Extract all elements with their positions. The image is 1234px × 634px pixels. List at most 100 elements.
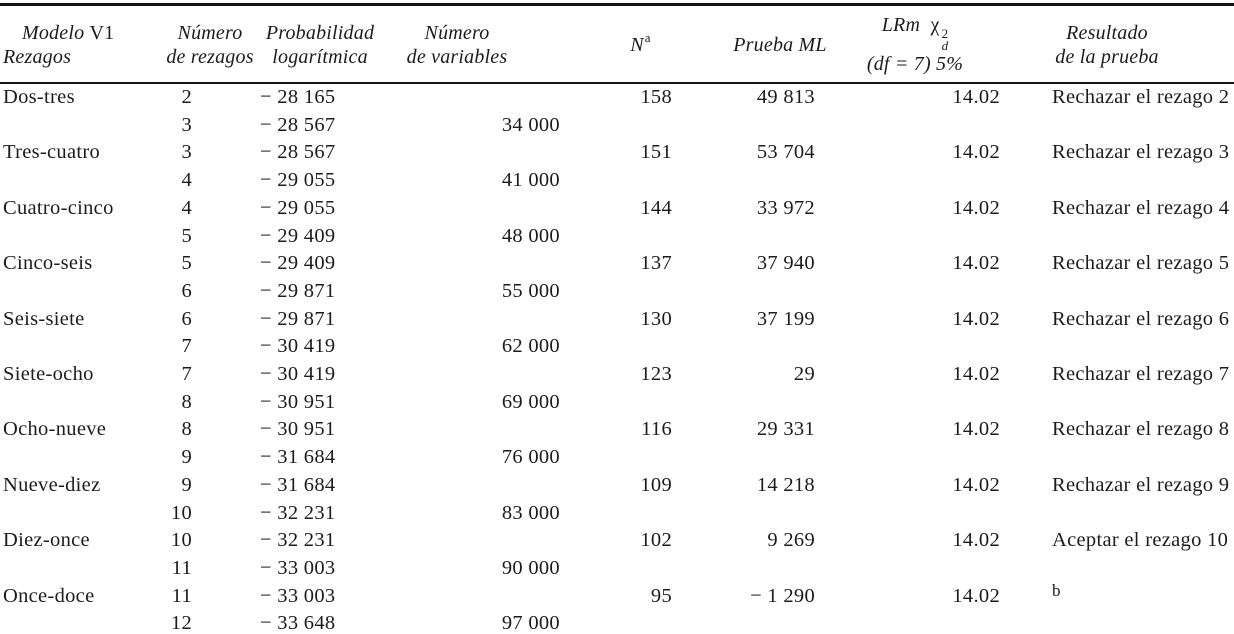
cell-lrm xyxy=(860,223,1010,251)
cell-n: 144 xyxy=(640,196,672,219)
table-row: 10 − 32 231 83 000 xyxy=(0,500,1234,528)
cell-result xyxy=(1010,112,1234,140)
cell-lrm xyxy=(860,389,1010,417)
footnote-marker-b: b xyxy=(1052,580,1061,600)
cell-vars: 41 000 xyxy=(501,169,560,192)
header-rezagos: Rezagos xyxy=(3,45,72,68)
cell-result: Rechazar el rezago 9 xyxy=(1052,473,1230,496)
cell-ml: − 1 290 xyxy=(750,584,815,607)
cell-lrm: 14.02 xyxy=(952,252,1000,275)
cell-model: Once-doce xyxy=(3,584,95,607)
cell-lag: 6 xyxy=(181,279,192,302)
table-body: Dos-tres 2 − 28 165 158 49 813 14.02 Rechazar … xyxy=(0,83,1234,634)
cell-model xyxy=(0,167,160,195)
footnote-ref-a: a xyxy=(644,29,651,45)
cell-result: Rechazar el rezago 3 xyxy=(1052,141,1230,164)
cell-result xyxy=(1010,555,1234,583)
cell-lrm xyxy=(860,167,1010,195)
cell-n: 151 xyxy=(640,141,672,164)
table-row: Siete-ocho 7 − 30 419 123 29 14.02 Rechazar el… xyxy=(0,361,1234,389)
cell-vars xyxy=(400,416,580,444)
table-row: Nueve-diez 9 − 31 684 109 14 218 14.02 Rechaza… xyxy=(0,472,1234,500)
cell-loglik: − 30 419 xyxy=(260,363,336,386)
cell-lag: 8 xyxy=(181,390,192,413)
table-row: 6 − 29 871 55 000 xyxy=(0,278,1234,306)
cell-loglik: − 31 684 xyxy=(260,473,336,496)
cell-model: Diez-once xyxy=(3,529,90,552)
cell-lag: 11 xyxy=(171,584,192,607)
cell-vars: 97 000 xyxy=(501,612,560,634)
cell-lrm xyxy=(860,610,1010,634)
cell-result: b xyxy=(1010,580,1234,611)
cell-lag: 3 xyxy=(181,113,192,136)
cell-lag: 7 xyxy=(181,363,192,386)
cell-result xyxy=(1010,389,1234,417)
cell-loglik: − 29 871 xyxy=(260,307,336,330)
table-row: 3 − 28 567 34 000 xyxy=(0,112,1234,140)
col-header-numero-rezagos: Número de rezagos xyxy=(160,4,260,84)
cell-result: Rechazar el rezago 4 xyxy=(1052,196,1230,219)
table-row: 12 − 33 648 97 000 xyxy=(0,610,1234,634)
cell-vars xyxy=(400,361,580,389)
table-row: Diez-once 10 − 32 231 102 9 269 14.02 Aceptar … xyxy=(0,527,1234,555)
cell-lrm xyxy=(860,500,1010,528)
cell-model xyxy=(0,610,160,634)
cell-ml: 29 331 xyxy=(756,418,815,441)
cell-loglik: − 32 231 xyxy=(260,501,336,524)
cell-lag: 7 xyxy=(181,335,192,358)
cell-lrm: 14.02 xyxy=(952,529,1000,552)
cell-result xyxy=(1010,444,1234,472)
cell-vars: 62 000 xyxy=(501,335,560,358)
cell-n xyxy=(580,333,700,361)
cell-loglik: − 29 055 xyxy=(260,196,336,219)
cell-lrm: 14.02 xyxy=(952,196,1000,219)
cell-n xyxy=(580,112,700,140)
cell-model: Siete-ocho xyxy=(3,363,94,386)
cell-ml: 29 xyxy=(793,363,815,386)
cell-lrm: 14.02 xyxy=(952,86,1000,108)
cell-lag: 5 xyxy=(181,224,192,247)
cell-model: Seis-siete xyxy=(3,307,85,330)
cell-vars xyxy=(400,83,580,112)
cell-lag: 4 xyxy=(181,196,192,219)
cell-ml xyxy=(700,167,860,195)
cell-lrm: 14.02 xyxy=(952,307,1000,330)
cell-vars: 83 000 xyxy=(501,501,560,524)
table-row: 7 − 30 419 62 000 xyxy=(0,333,1234,361)
cell-result: Rechazar el rezago 6 xyxy=(1052,307,1230,330)
cell-lag: 4 xyxy=(181,169,192,192)
cell-ml xyxy=(700,389,860,417)
cell-loglik: − 30 951 xyxy=(260,418,336,441)
cell-loglik: − 33 648 xyxy=(260,612,336,634)
cell-vars: 90 000 xyxy=(501,556,560,579)
cell-n xyxy=(580,610,700,634)
header-row: Modelo V1 Rezagos Número de rezagos Prob… xyxy=(0,4,1234,84)
cell-result xyxy=(1010,333,1234,361)
col-header-probabilidad-logaritmica: Probabilidad logarítmica xyxy=(260,4,400,84)
cell-loglik: − 29 409 xyxy=(260,252,336,275)
cell-n: 116 xyxy=(641,418,672,441)
cell-lag: 9 xyxy=(181,473,192,496)
cell-vars xyxy=(400,250,580,278)
cell-vars xyxy=(400,583,580,611)
cell-ml: 37 199 xyxy=(756,307,815,330)
cell-vars: 34 000 xyxy=(501,113,560,136)
cell-lrm xyxy=(860,555,1010,583)
col-header-resultado: Resultado de la prueba xyxy=(1010,4,1234,84)
table-row: 11 − 33 003 90 000 xyxy=(0,555,1234,583)
cell-lrm: 14.02 xyxy=(952,363,1000,386)
cell-result xyxy=(1010,500,1234,528)
cell-model xyxy=(0,112,160,140)
cell-loglik: − 31 684 xyxy=(260,446,336,469)
cell-vars xyxy=(400,306,580,334)
cell-lrm: 14.02 xyxy=(952,584,1000,607)
cell-lag: 2 xyxy=(181,86,192,108)
col-header-numero-variables: Número de variables xyxy=(400,4,580,84)
cell-n: 102 xyxy=(640,529,672,552)
cell-result: Rechazar el rezago 5 xyxy=(1052,252,1230,275)
cell-result xyxy=(1010,167,1234,195)
cell-model: Tres-cuatro xyxy=(3,141,101,164)
